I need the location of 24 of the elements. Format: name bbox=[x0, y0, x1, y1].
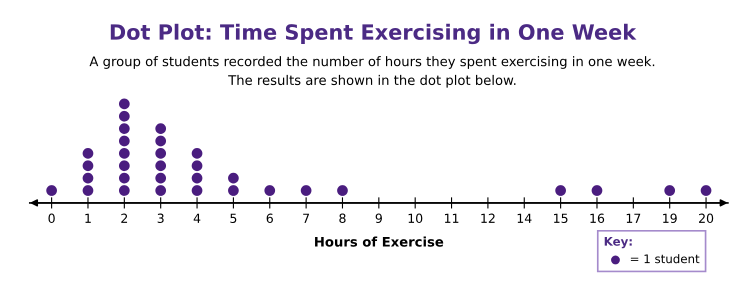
x-tick-label: 15 bbox=[554, 214, 568, 224]
x-axis-title: Hours of Exercise bbox=[315, 236, 444, 247]
x-tick-label: 14 bbox=[518, 214, 532, 223]
chart-subtitle: A group of students recorded the number of hours they spent exercising in one week. The results are shown in the dot plot below. bbox=[89, 56, 654, 88]
x-tick-label: 4 bbox=[194, 214, 200, 223]
x-tick-label: 9 bbox=[376, 214, 382, 224]
chart-title: Dot Plot: Time Spent Exercising in One Week bbox=[110, 24, 636, 44]
x-tick-label: 6 bbox=[266, 214, 273, 224]
x-tick-label: 2 bbox=[121, 214, 128, 223]
x-tick-label: 12 bbox=[481, 214, 495, 223]
x-tick-label: 20 bbox=[699, 214, 714, 224]
x-tick-label: 17 bbox=[626, 214, 640, 223]
x-tick-label: 16 bbox=[590, 214, 604, 224]
x-tick-label: 5 bbox=[230, 214, 236, 224]
x-tick-label: 7 bbox=[303, 214, 310, 223]
x-tick-label: 10 bbox=[408, 214, 422, 224]
x-tick-label: 8 bbox=[339, 214, 346, 224]
x-tick-label: 3 bbox=[158, 214, 164, 224]
legend-title: Key: bbox=[604, 237, 632, 248]
x-tick-label: 0 bbox=[48, 214, 55, 224]
x-tick-label: 19 bbox=[663, 214, 677, 224]
x-tick-label: 1 bbox=[85, 214, 91, 223]
x-tick-label: 11 bbox=[444, 214, 458, 223]
legend-label: = 1 student bbox=[630, 254, 700, 264]
